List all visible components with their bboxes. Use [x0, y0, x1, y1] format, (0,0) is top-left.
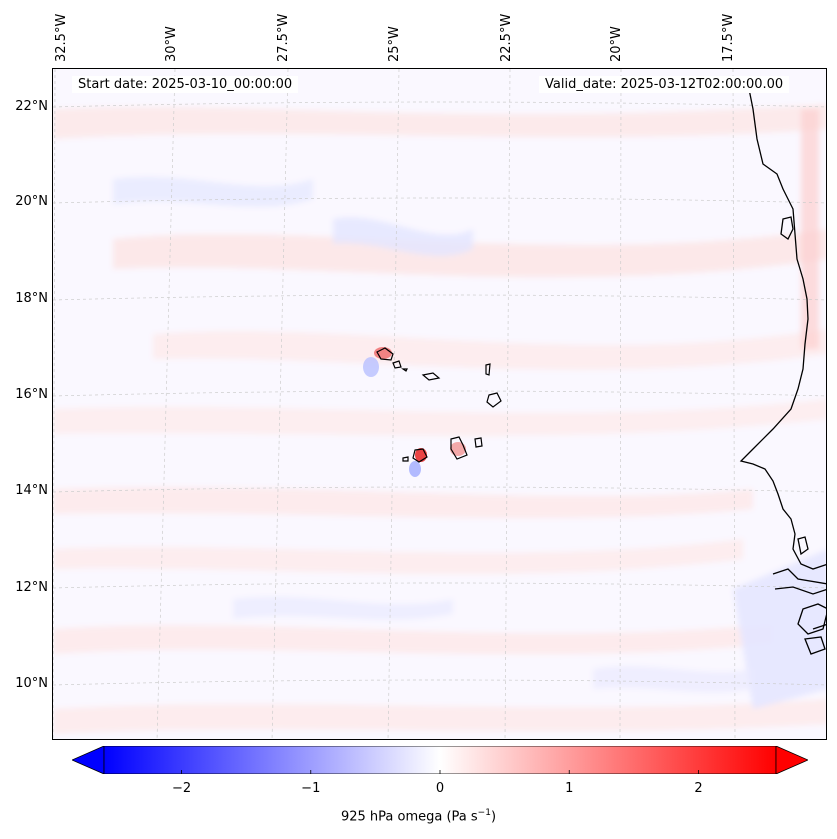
- lat-tick-14n: 14°N: [15, 483, 48, 498]
- lon-tick-25w: 25°W: [387, 26, 402, 62]
- colorbar-label-text: 925 hPa omega (Pa s: [340, 809, 478, 825]
- colorbar-label: 925 hPa omega (Pa s−1): [0, 808, 837, 824]
- lon-tick-27-5w: 27.5°W: [276, 13, 291, 62]
- graticule: [53, 69, 826, 739]
- lat-tick-10n: 10°N: [15, 676, 48, 691]
- colorbar: [71, 745, 809, 775]
- valid-date-label: Valid_date: 2025-03-12T02:00:00.00: [539, 76, 790, 93]
- lat-tick-20n: 20°N: [15, 194, 48, 209]
- lat-tick-22n: 22°N: [15, 99, 48, 114]
- coastline: [739, 88, 826, 655]
- colorbar-tick: −1: [301, 781, 321, 796]
- colorbar-tick: 2: [694, 781, 703, 796]
- lat-tick-16n: 16°N: [15, 387, 48, 402]
- map-canvas: [53, 69, 826, 739]
- lat-tick-12n: 12°N: [15, 580, 48, 595]
- map-panel[interactable]: [52, 68, 827, 740]
- colorbar-tick: 1: [565, 781, 574, 796]
- colorbar-gradient: [103, 745, 777, 775]
- colorbar-label-end: ): [490, 809, 497, 825]
- lon-tick-20w: 20°W: [609, 26, 624, 62]
- colorbar-label-unit-exponent: −1: [477, 808, 491, 818]
- colorbar-tick: 0: [435, 781, 445, 796]
- lon-tick-22-5w: 22.5°W: [499, 13, 514, 62]
- island-perturbations: [363, 347, 466, 477]
- start-date-label: Start date: 2025-03-10_00:00:00: [72, 76, 299, 93]
- colorbar-tick: −2: [171, 781, 192, 796]
- lon-tick-30w: 30°W: [164, 26, 179, 62]
- cape-verde-islands: [376, 347, 502, 463]
- colorbar-max-extend: [775, 745, 809, 775]
- colorbar-min-extend: [71, 745, 105, 775]
- omega-field: [53, 69, 826, 739]
- colorbar-tick-lines: [181, 770, 699, 774]
- lon-tick-32-5w: 32.5°W: [54, 13, 69, 62]
- lat-tick-18n: 18°N: [15, 291, 48, 306]
- lon-tick-17-5w: 17.5°W: [721, 13, 736, 62]
- colorbar-svg: [71, 745, 809, 775]
